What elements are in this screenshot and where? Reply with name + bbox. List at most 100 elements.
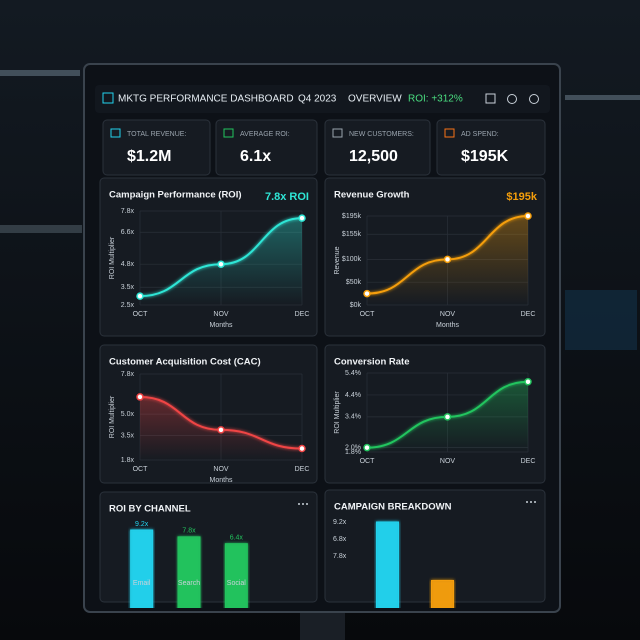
kpi-label: AVERAGE ROI: — [240, 131, 290, 138]
x-tick-label: DEC — [295, 466, 310, 473]
y-tick-label: 9.2x — [333, 519, 347, 526]
y-tick-label: 7.8x — [121, 371, 135, 378]
point — [524, 212, 532, 220]
ceiling-light — [0, 70, 80, 76]
chart-title: Revenue Growth — [334, 190, 410, 201]
point — [298, 214, 306, 222]
y-tick-label: $100k — [342, 256, 362, 263]
point — [217, 426, 225, 434]
x-axis-label: Months — [210, 477, 233, 484]
kpi-icon — [444, 128, 455, 138]
kpi-value: $195K — [461, 148, 509, 165]
chart-title: Conversion Rate — [334, 357, 410, 368]
y-tick-label: 2.5x — [121, 302, 135, 309]
x-tick-label: Social — [227, 580, 247, 587]
kpi-card — [102, 119, 211, 176]
y-tick-label: 3.5x — [121, 432, 135, 439]
kpi-card — [215, 119, 318, 176]
monitor-stand — [300, 608, 345, 640]
chart-title: ROI BY CHANNEL — [109, 504, 191, 515]
value-label: 7.8x — [182, 528, 196, 535]
y-tick-label: 1.8x — [121, 457, 135, 464]
kpi-icon — [223, 128, 234, 138]
chart-title: Campaign Performance (ROI) — [109, 190, 242, 201]
kpi-value: 6.1x — [240, 148, 271, 165]
menu-dot[interactable] — [298, 503, 300, 505]
x-tick-label: Search — [178, 580, 200, 587]
y-tick-label: $195k — [342, 213, 362, 220]
kpi-value: 12,500 — [349, 148, 398, 165]
menu-dot[interactable] — [306, 503, 308, 505]
y-tick-label: 2.0% — [345, 444, 361, 451]
y-tick-label: 3.5x — [121, 284, 135, 291]
x-axis-label: Months — [210, 322, 233, 329]
bar — [177, 536, 201, 608]
export-icon[interactable] — [485, 93, 496, 104]
kpi-label: AD SPEND: — [461, 131, 499, 138]
menu-dot[interactable] — [302, 503, 304, 505]
x-tick-label: OCT — [133, 311, 149, 318]
area-fill — [140, 218, 302, 305]
kpi-icon — [332, 128, 343, 138]
ceiling-light — [0, 225, 82, 233]
kpi-icon — [110, 128, 121, 138]
dashboard: MKTG PERFORMANCE DASHBOARD Q4 2023 OVERV… — [95, 85, 550, 608]
x-tick-label: NOV — [213, 311, 229, 318]
chart-title: CAMPAIGN BREAKDOWN — [334, 502, 452, 513]
x-tick-label: DEC — [521, 458, 536, 465]
y-tick-label: 3.4% — [345, 414, 361, 421]
menu-dot[interactable] — [526, 501, 528, 503]
point — [136, 292, 144, 300]
point — [524, 378, 532, 386]
y-tick-label: 7.8x — [121, 208, 135, 215]
y-tick-label: 6.6x — [121, 229, 135, 236]
y-tick-label: 6.8x — [333, 536, 347, 543]
x-tick-label: DEC — [521, 311, 536, 318]
header-bar — [95, 85, 550, 113]
bar — [224, 543, 248, 608]
point — [363, 443, 371, 452]
y-tick-label: 4.8x — [121, 261, 135, 268]
y-tick-label: 7.8x — [333, 553, 347, 560]
kpi-label: TOTAL REVENUE: — [127, 131, 186, 138]
header-period: Q4 2023 — [298, 94, 337, 105]
y-tick-label: 5.4% — [345, 370, 361, 377]
x-tick-label: OCT — [360, 311, 376, 318]
x-tick-label: DEC — [295, 311, 310, 318]
y-axis-label: Revenue — [334, 246, 341, 274]
chart-panel — [99, 491, 318, 603]
menu-dot[interactable] — [534, 501, 536, 503]
help-icon[interactable] — [529, 94, 539, 104]
chart-title: Customer Acquisition Cost (CAC) — [109, 357, 261, 368]
background-monitor — [565, 290, 637, 350]
x-tick-label: NOV — [213, 466, 229, 473]
point — [298, 444, 306, 453]
kpi-card — [324, 119, 431, 176]
point — [443, 255, 452, 264]
x-tick-label: NOV — [440, 311, 456, 318]
settings-icon[interactable] — [507, 94, 517, 104]
value-label: 6.4x — [230, 535, 244, 542]
y-axis-label: ROI Multiplier — [109, 395, 116, 438]
header-view: OVERVIEW — [348, 94, 402, 105]
y-tick-label: $155k — [342, 231, 362, 238]
menu-dot[interactable] — [530, 501, 532, 503]
area-fill — [140, 396, 302, 460]
bar — [431, 580, 454, 608]
kpi-value: $1.2M — [127, 148, 171, 165]
value-label: 9.2x — [135, 521, 149, 528]
header-title: MKTG PERFORMANCE DASHBOARD — [118, 94, 294, 105]
bar — [376, 521, 399, 608]
point — [136, 393, 144, 401]
x-tick-label: NOV — [440, 458, 456, 465]
y-tick-label: $0k — [350, 302, 362, 309]
x-tick-label: OCT — [133, 466, 149, 473]
x-tick-label: OCT — [360, 458, 376, 465]
kpi-label: NEW CUSTOMERS: — [349, 131, 414, 138]
ceiling-light — [565, 95, 640, 100]
x-tick-label: Email — [133, 580, 151, 587]
point — [443, 413, 452, 421]
y-tick-label: 1.8% — [345, 449, 361, 456]
bar — [130, 529, 154, 608]
